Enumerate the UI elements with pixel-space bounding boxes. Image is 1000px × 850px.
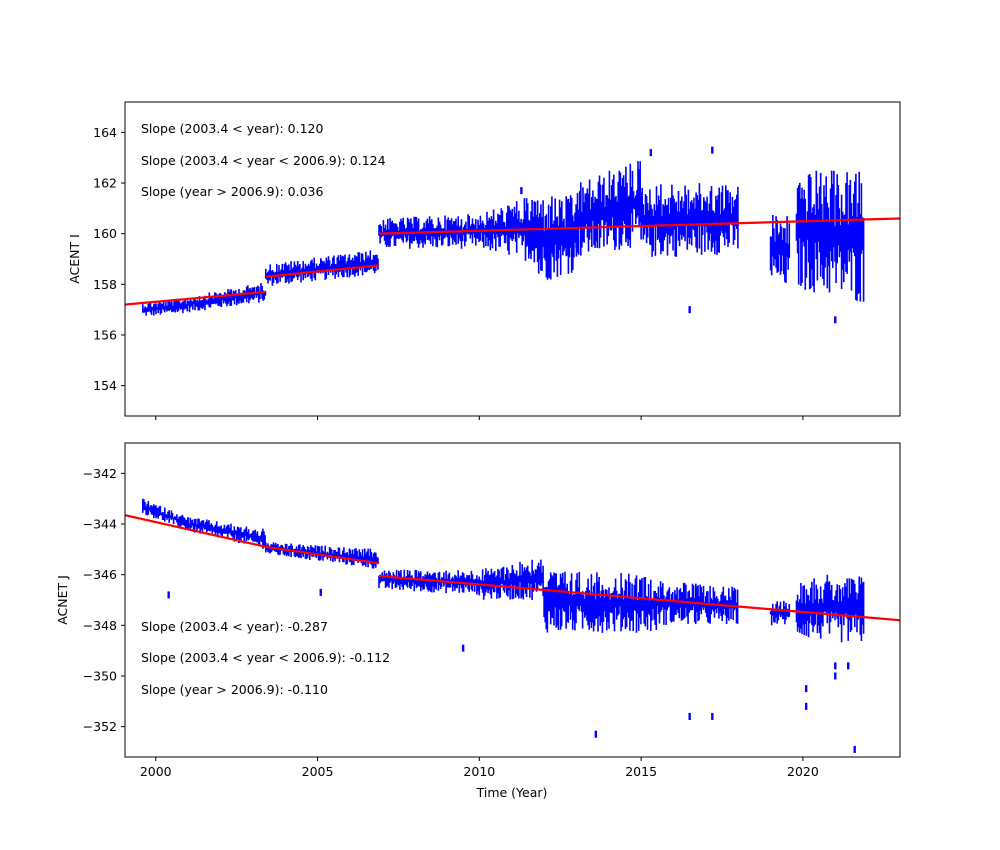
outlier-point <box>649 149 653 157</box>
slope-annotation: Slope (2003.4 < year < 2006.9): -0.112 <box>141 650 390 665</box>
outlier-point <box>834 662 837 670</box>
top-panel-acent-i: 154 156 158 160 162 164 ACENT I Slope (2003.4 <… <box>67 101 901 420</box>
fit-line <box>125 290 266 306</box>
data-band <box>536 195 577 280</box>
bottom-panel-acnet-j: −352 −350 −348 −346 −344 −342 2000 2005 2010 2015… <box>55 442 901 779</box>
x-tick-label: 2010 <box>463 764 495 779</box>
data-band <box>575 161 641 257</box>
y-tick-label: −344 <box>83 517 117 532</box>
outlier-point <box>688 306 691 314</box>
data-band <box>769 215 791 283</box>
data-band <box>795 170 865 302</box>
outlier-point <box>520 187 523 195</box>
outlier-point <box>711 712 714 720</box>
outlier-point <box>847 662 850 670</box>
y-tick-label: −352 <box>83 719 117 734</box>
data-segment <box>769 215 791 283</box>
x-tick-label: 2020 <box>787 764 819 779</box>
slope-annotation: Slope (year > 2006.9): 0.036 <box>141 184 323 199</box>
data-segment <box>795 574 865 643</box>
data-band <box>142 498 189 531</box>
axes-frame <box>124 101 901 417</box>
fit-line <box>265 264 380 278</box>
outlier-point <box>167 591 170 599</box>
y-tick-label: 160 <box>93 226 117 241</box>
outlier-point <box>834 672 837 680</box>
x-axis-label: Time (Year) <box>476 785 548 800</box>
outlier-point <box>594 730 598 738</box>
y-tick-label: −348 <box>83 618 117 633</box>
outlier-point <box>834 316 837 324</box>
outlier-point <box>711 146 714 154</box>
y-tick-label: 156 <box>93 327 117 342</box>
data-segment <box>640 183 739 257</box>
x-tick-label: 2015 <box>625 764 657 779</box>
y-tick-label: −346 <box>83 567 117 582</box>
data-band <box>543 571 658 633</box>
y-tick-label: 162 <box>93 176 117 191</box>
outlier-point <box>688 712 691 720</box>
y-tick-label: 158 <box>93 277 117 292</box>
plot-area <box>125 498 900 753</box>
data-segment <box>187 517 266 549</box>
data-segment <box>142 300 173 316</box>
x-tick-label: 2005 <box>302 764 334 779</box>
data-band <box>795 574 865 643</box>
data-segment <box>769 600 791 626</box>
fit-line <box>378 217 900 235</box>
data-segment <box>478 559 544 600</box>
y-axis-label: ACENT I <box>67 234 82 284</box>
y-tick-label: 164 <box>93 125 117 140</box>
data-segment <box>795 170 865 302</box>
slope-annotation: Slope (2003.4 < year): 0.120 <box>141 121 323 136</box>
y-tick-label: −342 <box>83 466 117 481</box>
plot-area <box>125 146 900 324</box>
data-segment <box>575 161 641 257</box>
outlier-point <box>804 685 808 693</box>
fit-line <box>125 514 267 548</box>
fit-line <box>378 574 900 622</box>
data-band <box>769 600 791 626</box>
y-tick-label: −350 <box>83 668 117 683</box>
data-segment <box>536 195 577 280</box>
data-band <box>142 300 173 316</box>
data-segment <box>142 498 189 531</box>
data-band <box>640 183 739 257</box>
outlier-point <box>804 702 808 710</box>
fit-line <box>265 545 380 565</box>
data-band <box>187 517 266 549</box>
outlier-point <box>461 644 465 652</box>
x-tick-label: 2000 <box>140 764 172 779</box>
outlier-point <box>853 745 856 753</box>
slope-annotation: Slope (2003.4 < year): -0.287 <box>141 619 328 634</box>
data-segment <box>543 571 658 633</box>
data-band <box>478 559 544 600</box>
y-tick-label: 154 <box>93 378 117 393</box>
slope-annotation: Slope (year > 2006.9): -0.110 <box>141 682 328 697</box>
y-axis-label: ACNET J <box>55 575 70 625</box>
slope-annotation: Slope (2003.4 < year < 2006.9): 0.124 <box>141 153 386 168</box>
outlier-point <box>319 588 322 596</box>
axes-frame <box>124 442 901 758</box>
